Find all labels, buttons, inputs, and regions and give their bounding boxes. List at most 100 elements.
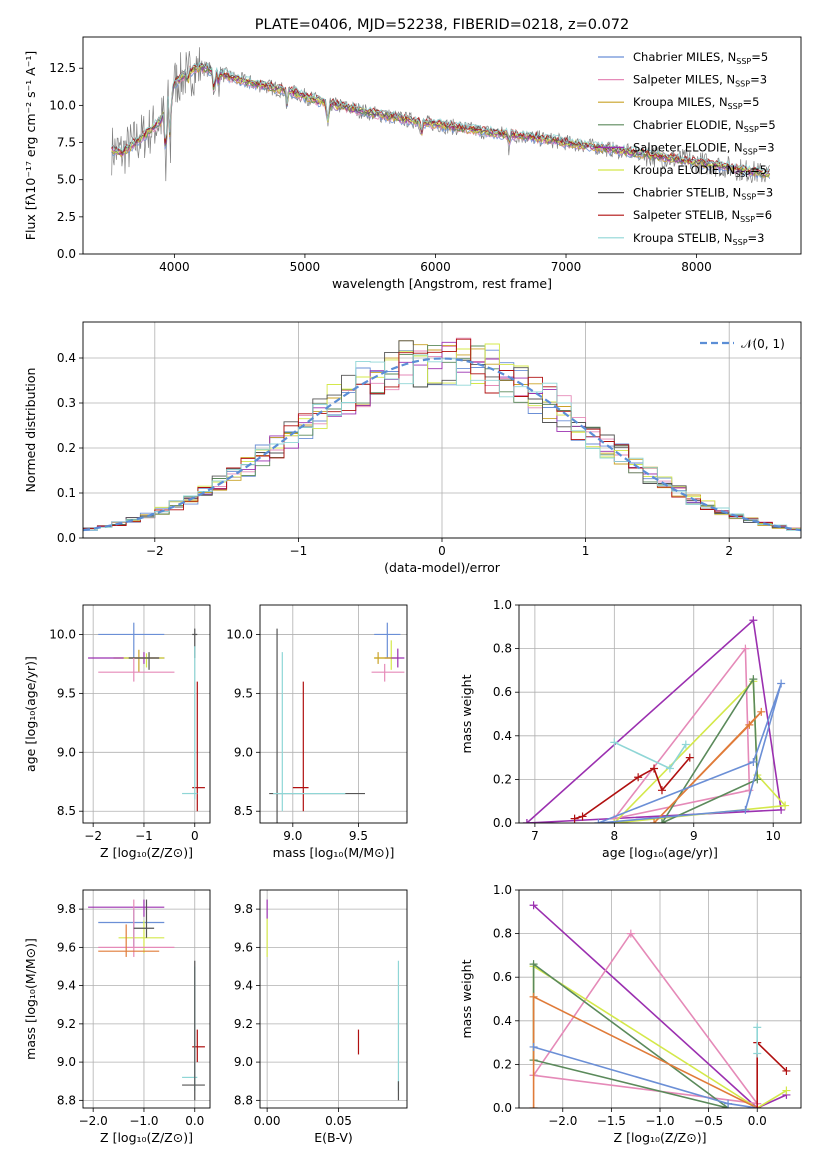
y-tick-label: 0.0 xyxy=(493,1101,512,1115)
series-marker xyxy=(757,707,766,716)
x-tick-label: −0.5 xyxy=(694,1114,723,1128)
legend-label: Chabrier MILES, NSSP=5 xyxy=(633,50,768,66)
series-marker xyxy=(578,812,587,821)
y-tick-label: 0.0 xyxy=(493,816,512,830)
series-marker xyxy=(753,1049,762,1058)
histograms xyxy=(83,337,801,532)
x-tick-label: −2.0 xyxy=(79,1114,108,1128)
plot-frame xyxy=(82,604,211,824)
x-tick-label: 9.5 xyxy=(349,829,368,843)
legend-label: Salpeter STELIB, NSSP=6 xyxy=(633,208,772,224)
y-tick-label: 9.4 xyxy=(234,979,253,993)
spectrum-lines xyxy=(111,47,771,183)
data-point-2 xyxy=(98,909,165,948)
x-axis-label: (data-model)/error xyxy=(384,560,501,575)
data-point-5 xyxy=(98,924,160,957)
plot-frame xyxy=(259,604,408,824)
x-axis-label: Z [log₁₀(Z/Z⊙)] xyxy=(100,845,193,860)
y-tick-label: 9.5 xyxy=(234,686,253,700)
series-marker xyxy=(782,1086,791,1095)
data-point-2 xyxy=(113,649,165,673)
series-marker xyxy=(665,764,674,773)
x-tick-label: 10 xyxy=(766,829,781,843)
series-marker xyxy=(745,720,754,729)
y-tick-label: 9.0 xyxy=(234,1055,253,1069)
y-tick-label: 12.5 xyxy=(49,61,76,75)
x-tick-label: 7000 xyxy=(551,260,582,274)
series-line-1 xyxy=(533,904,787,1108)
series-marker xyxy=(753,1104,762,1108)
x-tick-label: 0.0 xyxy=(748,1114,767,1128)
weight-lines xyxy=(522,616,790,823)
series-marker xyxy=(529,901,538,910)
model-spectrum-7 xyxy=(111,62,771,176)
data-point-6 xyxy=(133,899,155,938)
panel-8: −2.0 −1.5 −1.0 −0.5 0.0 0.0 0.2 0.4 0.6 0.8 1.0 Z [… xyxy=(459,883,802,1145)
series-marker xyxy=(657,786,666,795)
panel-2: −2 −1 0 1 2 0.0 0.1 0.2 0.3 0.4 (data-model)/error… xyxy=(23,321,802,575)
series-marker xyxy=(529,1042,538,1051)
y-axis-label: Flux [fλ10⁻¹⁷ erg cm⁻² s⁻¹ A⁻¹] xyxy=(23,51,38,240)
series-marker xyxy=(594,819,603,823)
panel-4: 9.0 9.5 8.5 9.0 9.5 10.0 mass [log₁₀(M/M⊙)] xyxy=(226,604,408,860)
x-tick-label: 1 xyxy=(582,544,590,558)
y-axis-label: mass weight xyxy=(459,959,474,1038)
y-tick-label: 0.4 xyxy=(493,729,512,743)
series-marker xyxy=(741,644,750,653)
x-tick-label: 8000 xyxy=(681,260,712,274)
x-tick-label: −1.0 xyxy=(129,1114,158,1128)
y-tick-label: 10.0 xyxy=(49,98,76,112)
data-point-7 xyxy=(292,681,309,812)
y-axis-label: mass [log₁₀(M/M⊙)] xyxy=(23,938,38,1060)
plot-frame xyxy=(82,321,802,539)
data-point-1 xyxy=(98,622,165,659)
panel-3: −2 −1 0 8.5 9.0 9.5 10.0 Z [log₁₀(Z/Z⊙)] age [lo… xyxy=(23,604,211,860)
x-axis-label: age [log₁₀(age/yr)] xyxy=(602,845,718,860)
panel-5: 7 8 9 10 0.0 0.2 0.4 0.6 0.8 1.0 age [log₁₀(age/yr… xyxy=(459,598,802,860)
y-tick-label: 0.2 xyxy=(493,1057,512,1071)
histogram-5 xyxy=(83,341,801,530)
legend-label: 𝒩(0, 1) xyxy=(741,337,785,351)
series-marker xyxy=(724,1099,733,1108)
x-tick-label: 4000 xyxy=(159,260,190,274)
data-point-1 xyxy=(88,899,165,917)
x-tick-label: −2 xyxy=(84,829,102,843)
series-line-2 xyxy=(613,646,751,820)
series-marker xyxy=(685,753,694,762)
errorbars xyxy=(88,899,205,1101)
series-marker xyxy=(570,814,579,823)
y-tick-label: 0.1 xyxy=(57,486,76,500)
chart-title: PLATE=0406, MJD=52238, FIBERID=0218, z=0… xyxy=(255,17,629,33)
series-marker xyxy=(529,960,538,969)
legend-label: Kroupa ELODIE, NSSP=5 xyxy=(633,163,767,179)
plot-frame xyxy=(518,604,802,824)
data-point-9 xyxy=(182,646,198,800)
y-axis-label: age [log₁₀(age/yr)] xyxy=(23,656,38,772)
x-tick-label: −2 xyxy=(146,544,164,558)
y-tick-label: 7.5 xyxy=(57,136,76,150)
model-spectrum-9 xyxy=(111,61,771,175)
legend-label: Salpeter MILES, NSSP=3 xyxy=(633,73,767,89)
series-line-5 xyxy=(653,711,762,823)
legend-label: Kroupa STELIB, NSSP=3 xyxy=(633,231,764,247)
y-tick-label: 0.0 xyxy=(57,247,76,261)
x-axis-label: Z [log₁₀(Z/Z⊙)] xyxy=(100,1130,193,1145)
model-spectrum-8 xyxy=(111,63,771,173)
data-point-7 xyxy=(192,1029,205,1063)
data-point-6 xyxy=(98,658,175,682)
y-tick-label: 9.0 xyxy=(234,745,253,759)
y-axis-label: mass weight xyxy=(459,674,474,753)
y-tick-label: 10.0 xyxy=(226,627,253,641)
series-line-8 xyxy=(613,741,687,770)
y-tick-label: 5.0 xyxy=(57,173,76,187)
y-tick-label: 9.4 xyxy=(57,979,76,993)
series-marker xyxy=(634,773,643,782)
series-line-5 xyxy=(532,995,758,1108)
y-tick-label: 9.8 xyxy=(234,902,253,916)
y-tick-label: 0.4 xyxy=(57,351,76,365)
y-tick-label: 0.0 xyxy=(57,531,76,545)
data-point-1 xyxy=(374,622,401,659)
panel-7: 0.00 0.05 8.8 9.0 9.2 9.4 9.6 9.8 E(B-V) xyxy=(234,889,408,1145)
x-tick-label: 0.00 xyxy=(254,1114,281,1128)
series-marker xyxy=(522,819,531,823)
